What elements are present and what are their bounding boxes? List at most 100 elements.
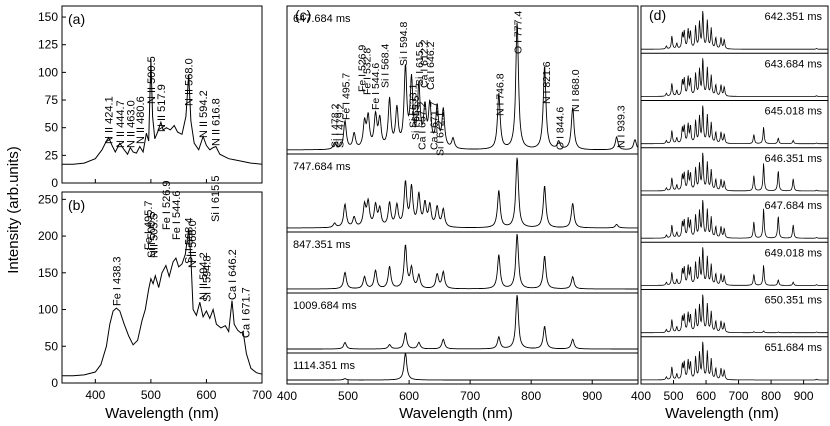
- panel-c-peak-label: O I 777.4: [513, 11, 525, 54]
- panel-c-series-label: 1114.351 ms: [293, 360, 355, 372]
- panel-c-peak-label: Ca I 671.7: [429, 101, 441, 150]
- panel-d-x-tick-label: 900: [794, 389, 814, 403]
- panel-c-frame: [286, 5, 639, 385]
- panel-c-peak-label: N I 821.6: [541, 61, 553, 104]
- panel-d-series-line: [641, 11, 828, 50]
- panel-a-y-tick-label: 150: [38, 10, 58, 24]
- panel-d-series-label: 642.351 ms: [765, 11, 823, 23]
- panel-a-y-tick-label: 125: [38, 38, 58, 52]
- panel-c-x-tick-label: 400: [277, 389, 297, 403]
- panel-b-peak-label: Si I 568.4: [184, 218, 196, 264]
- panel-c-series-line: [287, 22, 638, 151]
- panel-c-peak-label: Fe I 526.9: [356, 45, 368, 92]
- panel-b-letter: (b): [68, 197, 85, 213]
- panel-a-peak-label: N II 480.6: [135, 96, 147, 144]
- panel-d-series-line: [640, 247, 828, 286]
- panel-d-x-tick-label: 500: [664, 389, 684, 403]
- panel-c-x-tick-label: 600: [399, 389, 419, 403]
- panel-a-peak-label: N II 500.5: [146, 56, 158, 104]
- panel-c-peak-label: Si I 672.1: [435, 111, 447, 156]
- y-axis-label: Intensity (arb.units): [5, 146, 22, 274]
- panel-a-y-tick-label: 75: [45, 93, 59, 107]
- panel-b-y-tick-label: 200: [38, 229, 58, 243]
- panel-a-frame: [61, 5, 263, 184]
- panel-d-series-line: [641, 152, 828, 192]
- panel-b-x-tick-label: 400: [85, 388, 105, 402]
- panel-c-peak-label: N I 746.8: [494, 73, 506, 116]
- panel-b-x-tick-label: 600: [196, 388, 216, 402]
- panel-a-peak-label: N II 594.2: [198, 90, 210, 138]
- panel-d-series-line: [641, 200, 828, 239]
- panel-d-letter: (d): [649, 7, 666, 23]
- panel-b-y-tick-label: 100: [38, 303, 58, 317]
- panel-c-peak-label: Ca I 612.2: [419, 39, 431, 88]
- shared-y-axis-label: Intensity (arb.units): [5, 146, 22, 274]
- panel-c-peak-label: Si I 594.8: [398, 21, 410, 66]
- panel-c-x-tick-label: 700: [460, 389, 480, 403]
- panel-c-series-label: 1009.684 ms: [293, 300, 357, 312]
- panel-c: 647.684 ms 747.684 ms 847.351 ms 1009.684 m…: [277, 5, 639, 403]
- panel-b-y-tick-label: 50: [45, 339, 59, 353]
- panel-c-peak-label: Si I 478.2: [330, 103, 342, 148]
- panel-b-peak-label: Ca I 671.7: [240, 287, 252, 338]
- panel-c-series-line: [287, 157, 638, 229]
- panel-b-peak-label: N II 594.2: [198, 252, 210, 300]
- panel-c-series-line: [287, 353, 638, 381]
- panel-b-peak-label: Si I 615.5: [210, 176, 222, 222]
- panel-b-peak-label: Fe I 438.3: [111, 256, 123, 306]
- panel-b-y-tick-label: 0: [51, 376, 58, 390]
- panel-d-series-line: [641, 341, 828, 381]
- panel-b-peak-label: Si I 500.5: [146, 212, 158, 258]
- panel-d-x-tick-label: 600: [696, 389, 716, 403]
- panel-d-series-line: [641, 294, 828, 334]
- panel-c-peak-label: Ca I 646.2: [425, 41, 437, 90]
- panel-a-y-tick-label: 0: [51, 176, 58, 190]
- panel-a-peak-label: N II 517.9: [156, 84, 168, 132]
- panel-d: 642.351 ms 643.684 ms 645.018 ms 646.351 ms…: [631, 5, 829, 403]
- panel-b-peak-label: Ca I 646.2: [227, 249, 239, 300]
- panel-b-peak-label: Si I 594.8: [201, 256, 213, 302]
- panel-d-series-label: 650.351 ms: [765, 295, 823, 307]
- panel-b-peak-label: N II 568.0: [187, 220, 199, 268]
- panel-b-peak-label: Fe I 544.6: [171, 190, 183, 240]
- panel-d-x-axis-label: Wavelength (nm): [665, 405, 779, 422]
- panel-c-peak-label: Si I 615.5: [414, 41, 426, 86]
- panel-b-peak-label: Fe I 495.7: [143, 200, 155, 250]
- panel-c-peak-label: Ca I 657.2: [416, 101, 428, 150]
- panel-c-peak-label: O I 844.6: [554, 107, 566, 150]
- panel-a-peak-label: N II 568.0: [184, 58, 196, 106]
- panel-d-series-line: [641, 58, 828, 97]
- panel-d-series-label: 649.018 ms: [765, 247, 823, 259]
- panel-c-series-label: 847.351 ms: [293, 239, 351, 251]
- panel-b-x-tick-label: 500: [141, 388, 161, 402]
- panel-c-x-tick-label: 500: [338, 389, 358, 403]
- panel-b-x-axis-label: Wavelength (nm): [105, 405, 219, 422]
- panel-b-spectrum-line: [62, 228, 263, 377]
- panel-c-peak-label: Fe I 544.6: [370, 63, 382, 110]
- panel-d-x-tick-label: 800: [761, 389, 781, 403]
- panel-c-peak-label: Si I 655.5: [410, 95, 422, 140]
- panel-a-peak-label: N II 616.8: [210, 98, 222, 146]
- panel-a-letter: (a): [68, 11, 85, 27]
- panel-c-peak-label: Si I 633.1: [408, 83, 420, 128]
- panel-c-series-label: 647.684 ms: [293, 13, 351, 25]
- panel-c-peak-label: Fe I 495.7: [341, 73, 353, 120]
- panel-a-peak-label: N II 424.1: [104, 96, 116, 144]
- panel-d-x-tick-label: 400: [631, 389, 651, 403]
- panel-b-y-tick-label: 250: [38, 192, 58, 206]
- panel-d-series-label: 647.684 ms: [765, 200, 823, 212]
- panel-d-x-tick-label: 700: [729, 389, 749, 403]
- panel-b-x-tick-label: 700: [252, 388, 272, 402]
- panel-c-x-tick-label: 800: [521, 389, 541, 403]
- panel-a-y-tick-label: 50: [45, 121, 59, 135]
- panel-c-series-line: [287, 295, 638, 350]
- panel-b-peak-label: Fe I 526.9: [161, 180, 173, 230]
- panel-a-peak-label: N II 463.0: [125, 100, 137, 148]
- panel-c-x-axis-label: Wavelength (nm): [399, 405, 513, 422]
- panel-c-peak-label: Si I 479.2: [334, 103, 346, 148]
- panel-d-series-label: 651.684 ms: [765, 342, 823, 354]
- panel-c-peak-label: N I 868.0: [570, 69, 582, 112]
- panel-c-peak-label: N I 939.3: [615, 105, 627, 148]
